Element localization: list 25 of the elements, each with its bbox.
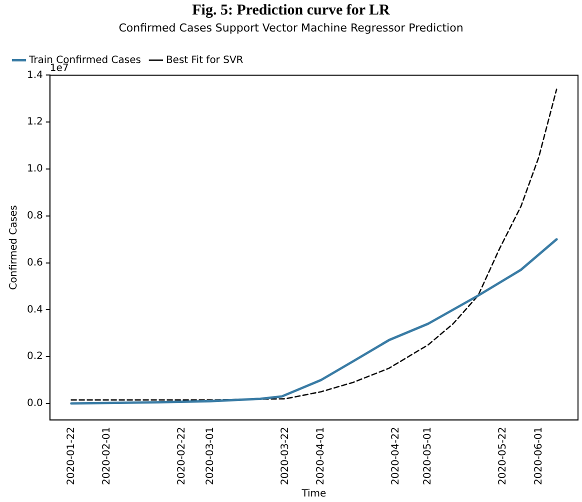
x-tick-label: 2020-02-22 — [176, 426, 188, 486]
y-tick-label: 0.2 — [26, 351, 43, 362]
x-axis-title: Time — [300, 488, 326, 500]
y-tick-label: 1.4 — [26, 70, 43, 81]
y-tick-label: 1.0 — [26, 164, 43, 175]
y-tick-label: 0.4 — [26, 304, 43, 316]
text: 1e7 — [50, 62, 69, 74]
x-tick-label: 2020-05-01 — [422, 426, 434, 486]
y-tick-label: 0.6 — [26, 257, 43, 268]
y-tick-label: 0.8 — [26, 210, 43, 222]
x-tick-label: 2020-03-01 — [205, 426, 216, 486]
line-series — [70, 88, 558, 401]
chart-title: Confirmed Cases Support Vector Machine Regressor Prediction — [118, 21, 464, 34]
x-tick-label: 2020-04-01 — [316, 426, 327, 486]
x-tick-label: 2020-03-22 — [280, 426, 291, 486]
y-tick-label: 1.2 — [26, 116, 43, 128]
y-tick-label: 0.0 — [26, 398, 43, 410]
x-tick-label: 2020-06-01 — [533, 426, 544, 486]
caption: Fig. 5: Prediction curve for LR — [192, 2, 390, 18]
y-axis-title: Confirmed Cases — [8, 205, 20, 290]
legend-label: Best Fit for SVR — [166, 54, 244, 66]
x-tick-label: 2020-05-22 — [498, 426, 509, 486]
x-tick-label: 2020-04-22 — [390, 426, 402, 486]
x-tick-label: 2020-01-22 — [66, 426, 77, 486]
x-tick-label: 2020-02-01 — [102, 426, 113, 486]
